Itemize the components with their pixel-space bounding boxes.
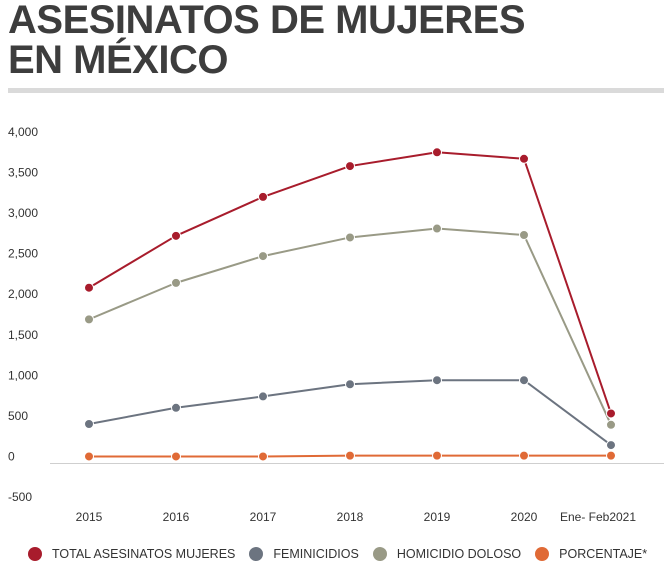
legend-label: TOTAL ASESINATOS MUJERES: [52, 547, 236, 561]
legend-item: FEMINICIDIOS: [249, 547, 359, 561]
y-tick-label: 1,500: [8, 328, 38, 342]
data-point: [84, 419, 94, 429]
title-line-2: EN MÉXICO: [8, 38, 228, 82]
y-tick-label: 3,000: [8, 206, 38, 220]
data-point: [84, 282, 94, 293]
data-point: [519, 450, 529, 461]
legend-item: HOMICIDIO DOLOSO: [372, 547, 522, 561]
x-tick-label: 2019: [424, 510, 451, 524]
data-point: [171, 277, 181, 288]
data-point: [171, 230, 181, 241]
data-point: [345, 450, 355, 461]
data-point: [519, 230, 529, 241]
data-point: [345, 232, 355, 243]
legend-swatch: [249, 547, 264, 561]
y-tick-label: 0: [8, 449, 15, 463]
x-tick-label: 2015: [76, 510, 103, 524]
data-point: [84, 314, 94, 325]
legend-item: PORCENTAJE*: [535, 547, 647, 561]
x-tick-label: Ene- Feb2021: [560, 510, 636, 524]
legend-swatch: [535, 547, 550, 561]
data-point: [258, 391, 268, 402]
data-point: [432, 375, 442, 386]
data-point: [606, 440, 616, 451]
y-tick-label: 2,000: [8, 287, 38, 301]
y-tick-label: 4,000: [8, 125, 38, 139]
y-tick-label: 3,500: [8, 166, 38, 180]
x-tick-label: 2018: [337, 510, 364, 524]
data-point: [345, 379, 355, 390]
data-point: [432, 450, 442, 461]
legend-label: HOMICIDIO DOLOSO: [396, 547, 522, 561]
x-tick-label: 2016: [163, 510, 190, 524]
data-point: [519, 153, 529, 164]
data-point: [345, 161, 355, 172]
data-point: [258, 451, 268, 462]
data-point: [171, 451, 181, 462]
legend-item: TOTAL ASESINATOS MUJERES: [28, 547, 235, 561]
x-tick-label: 2017: [250, 510, 277, 524]
page-title: ASESINATOS DE MUJERES EN MÉXICO: [8, 0, 526, 82]
y-tick-label: 1,000: [8, 368, 38, 382]
data-point: [606, 408, 616, 419]
legend-swatch: [28, 547, 42, 561]
x-tick-label: 2020: [511, 510, 538, 524]
data-point: [258, 251, 268, 262]
data-point: [519, 375, 529, 386]
legend-swatch: [372, 547, 387, 561]
y-tick-label: 500: [8, 409, 28, 423]
data-point: [432, 223, 442, 234]
data-point: [606, 450, 616, 461]
y-tick-label: -500: [8, 490, 32, 504]
title-line-1: ASESINATOS DE MUJERES: [8, 0, 526, 42]
data-point: [84, 451, 94, 462]
legend-label: FEMINICIDIOS: [273, 547, 359, 561]
y-tick-label: 2,500: [8, 247, 38, 261]
series-line: [88, 151, 612, 414]
data-point: [432, 147, 442, 158]
series-line: [88, 379, 612, 446]
data-point: [606, 419, 616, 430]
data-point: [171, 402, 181, 413]
legend-label: PORCENTAJE*: [559, 547, 648, 561]
chart-legend: TOTAL ASESINATOS MUJERES FEMINICIDIOS HOMI…: [28, 547, 661, 561]
series-line: [88, 227, 612, 426]
data-point: [258, 191, 268, 202]
title-divider: [8, 88, 664, 93]
